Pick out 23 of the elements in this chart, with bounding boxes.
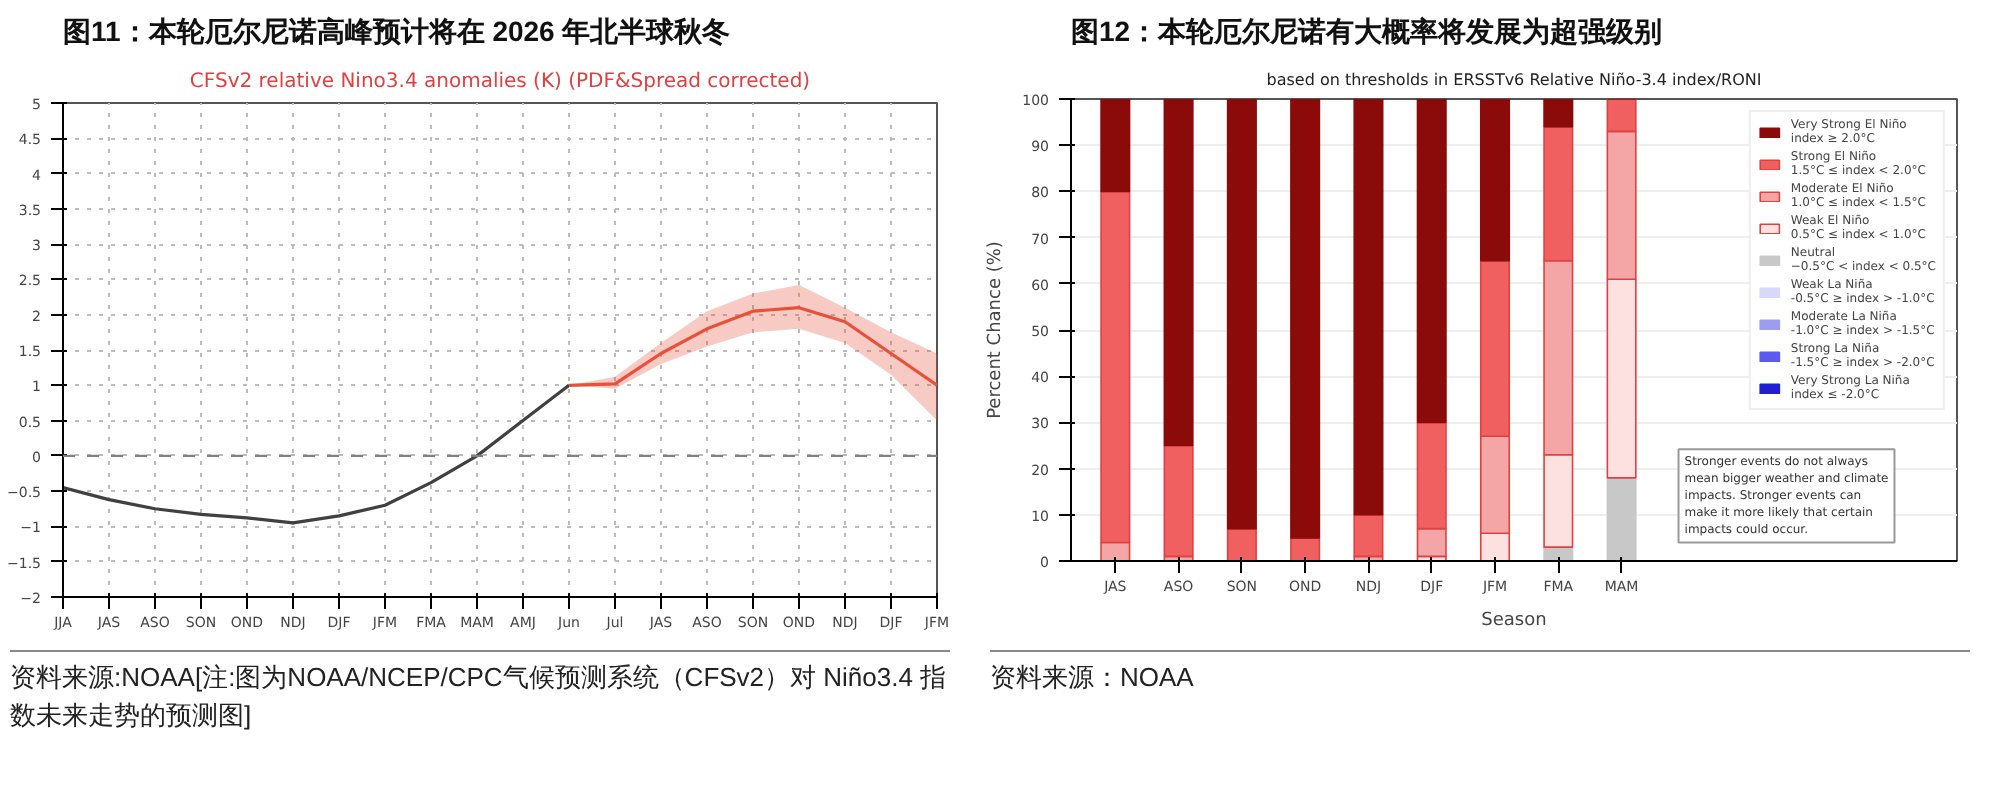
bar	[1163, 99, 1194, 447]
chart-subtitle: based on thresholds in ERSSTv6 Relative Niño-3.4 index/RONI	[1266, 71, 1762, 89]
x-axis-title: Season	[1481, 611, 1547, 631]
bar	[1479, 99, 1511, 262]
bar	[1226, 527, 1257, 561]
bar	[1100, 99, 1131, 193]
text: 资料来源:NOAA[注:图为NOAA/NCEP/CPC气候预测系统（CFSv2）对 Niño3.4 指数未来走势的预测图]	[10, 660, 949, 734]
text: 资料来源：NOAA	[990, 660, 1194, 696]
chart-subtitle: CFSv2 relative Nino3.4 anomalies (K) (PDF&Spread corrected)	[189, 71, 811, 93]
bar	[1543, 99, 1574, 128]
chart-title: 图12：本轮厄尔尼诺有大概率将发展为超强级别	[1071, 15, 1663, 47]
bar	[1353, 99, 1384, 516]
chart-title: 图11：本轮厄尔尼诺高峰预计将在 2026 年北半球秋冬	[63, 15, 731, 47]
y-axis-title: Percent Chance (%)	[986, 241, 1007, 419]
bar	[1163, 444, 1194, 558]
bar	[1226, 99, 1257, 530]
bar	[1290, 537, 1321, 561]
bar	[1606, 477, 1637, 561]
line-series	[567, 306, 937, 387]
bar	[1290, 99, 1321, 539]
bar	[1353, 514, 1384, 558]
line-series	[63, 383, 571, 525]
bar	[1416, 99, 1447, 424]
